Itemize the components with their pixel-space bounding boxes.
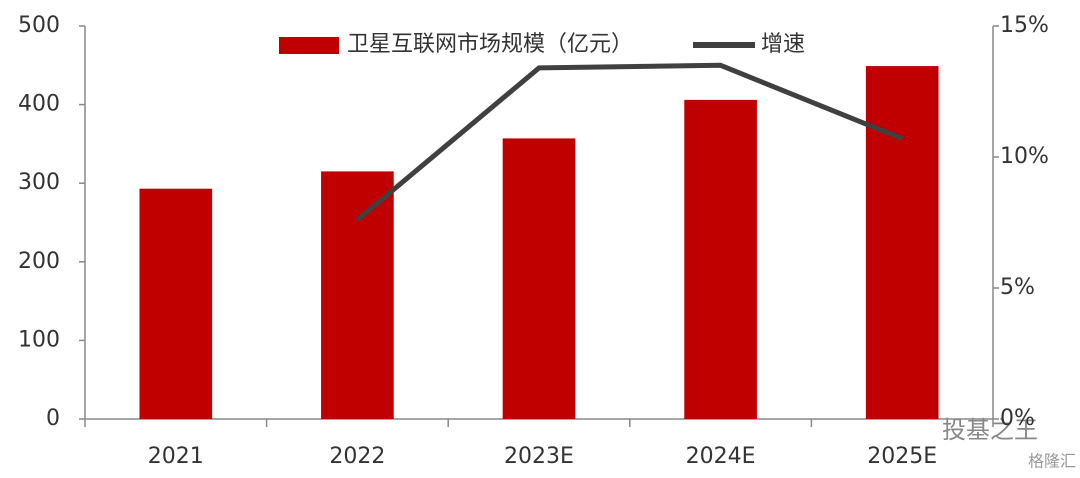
bar bbox=[139, 188, 213, 419]
y2-tick-label: 10% bbox=[1000, 144, 1049, 169]
y2-tick-label: 0% bbox=[1000, 406, 1035, 431]
legend-label: 卫星互联网市场规模（亿元） bbox=[347, 32, 633, 57]
legend-swatch bbox=[279, 37, 339, 54]
y2-tick-label: 15% bbox=[1000, 13, 1049, 38]
watermark: 格隆汇 bbox=[1028, 452, 1076, 471]
line bbox=[355, 62, 904, 222]
y2-tick-label: 5% bbox=[1000, 275, 1035, 300]
bar bbox=[865, 66, 939, 419]
bar bbox=[321, 171, 394, 419]
y-tick-label: 0 bbox=[46, 406, 60, 431]
watermark: 投基之王 bbox=[942, 416, 1038, 444]
y-tick-label: 100 bbox=[18, 327, 60, 352]
y-tick-label: 500 bbox=[18, 13, 60, 38]
y-tick-label: 200 bbox=[18, 249, 60, 274]
legend-label: 增速 bbox=[761, 32, 805, 57]
x-tick-label: 2022 bbox=[329, 444, 385, 469]
x-tick-label: 2023E bbox=[504, 444, 574, 469]
y-tick-label: 300 bbox=[18, 170, 60, 195]
bar bbox=[684, 99, 757, 419]
x-tick-label: 2021 bbox=[148, 444, 204, 469]
x-tick-label: 2025E bbox=[867, 444, 937, 469]
y-tick-label: 400 bbox=[18, 92, 60, 117]
bar bbox=[502, 138, 576, 419]
x-tick-label: 2024E bbox=[686, 444, 756, 469]
